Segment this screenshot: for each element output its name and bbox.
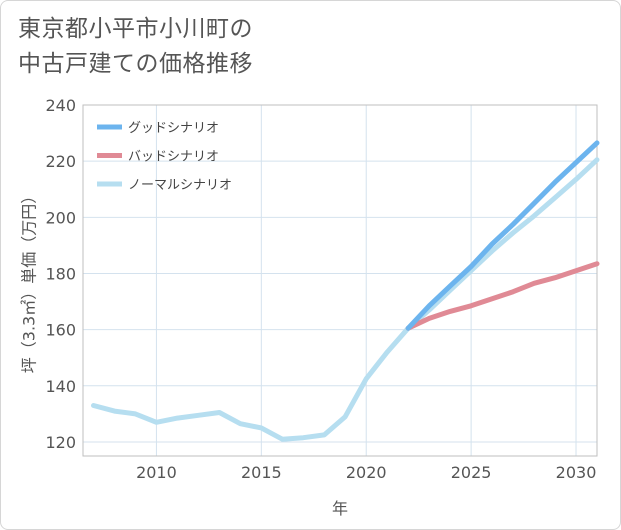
x-axis-label: 年 <box>332 499 348 518</box>
y-tick-label: 180 <box>45 264 76 283</box>
y-axis-label: 坪（3.3㎡）単価（万円） <box>20 188 39 373</box>
x-tick-label: 2010 <box>136 463 177 482</box>
series-layer <box>91 140 600 442</box>
y-tick-label: 200 <box>45 208 76 227</box>
y-tick-label: 140 <box>45 377 76 396</box>
title-line-2: 中古戸建ての価格推移 <box>18 51 253 77</box>
x-tick-label: 2030 <box>556 463 597 482</box>
chart-title: 東京都小平市小川町の 中古戸建ての価格推移 <box>18 12 253 82</box>
legend-label: ノーマルシナリオ <box>128 178 232 193</box>
y-tick-label: 160 <box>45 321 76 340</box>
series-line-1 <box>405 261 600 331</box>
tick-labels: 120 140 160 180 200 220 240 2010 2015 2020 2025 203… <box>45 96 596 482</box>
x-tick-label: 2025 <box>451 463 492 482</box>
series-line-0 <box>405 140 600 331</box>
x-tick-label: 2020 <box>346 463 387 482</box>
legend-label: バッドシナリオ <box>128 150 219 165</box>
y-tick-label: 240 <box>45 96 76 115</box>
x-tick-label: 2015 <box>241 463 282 482</box>
y-tick-label: 220 <box>45 152 76 171</box>
plot-border <box>82 104 598 457</box>
y-tick-label: 120 <box>45 433 76 452</box>
title-line-1: 東京都小平市小川町の <box>18 16 253 42</box>
legend-label: グッドシナリオ <box>128 121 219 136</box>
series-line-2 <box>91 157 600 442</box>
